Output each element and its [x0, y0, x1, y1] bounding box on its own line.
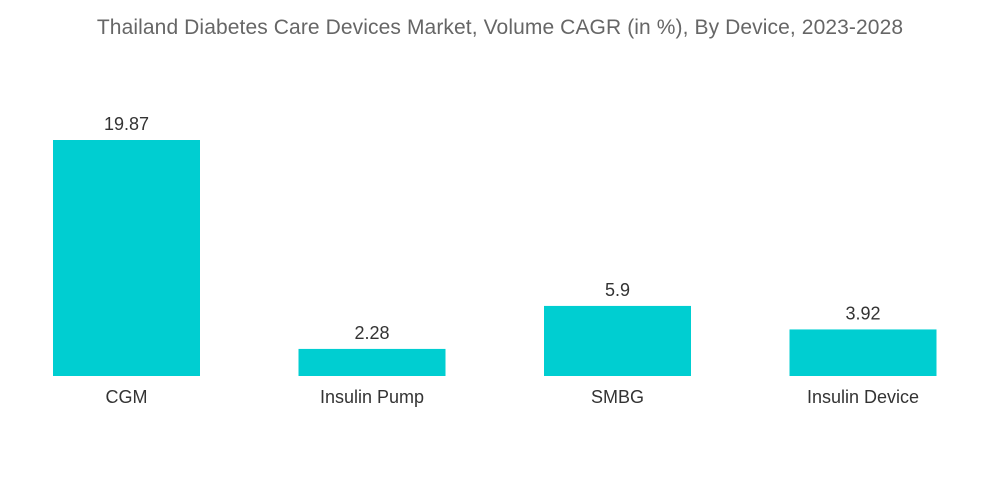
- chart-title: Thailand Diabetes Care Devices Market, V…: [96, 16, 904, 39]
- bar-cgm: [53, 140, 200, 376]
- bar-insulin-pump: [298, 348, 446, 376]
- value-label-insulin-device: 3.92: [845, 303, 880, 323]
- value-label-cgm: 19.87: [104, 114, 149, 134]
- category-label-smbg: SMBG: [591, 387, 644, 407]
- bars-layer: [53, 140, 937, 376]
- bar-insulin-device: [789, 329, 937, 376]
- bar-smbg: [544, 305, 691, 376]
- category-label-insulin-device: Insulin Device: [807, 387, 919, 407]
- value-label-smbg: 5.9: [605, 280, 630, 300]
- category-label-cgm: CGM: [106, 387, 148, 407]
- value-label-insulin-pump: 2.28: [354, 323, 389, 343]
- category-labels-layer: CGM Insulin Pump SMBG Insulin Device: [106, 387, 920, 407]
- value-labels-layer: 19.87 2.28 5.9 3.92: [104, 114, 881, 343]
- category-label-insulin-pump: Insulin Pump: [320, 387, 424, 407]
